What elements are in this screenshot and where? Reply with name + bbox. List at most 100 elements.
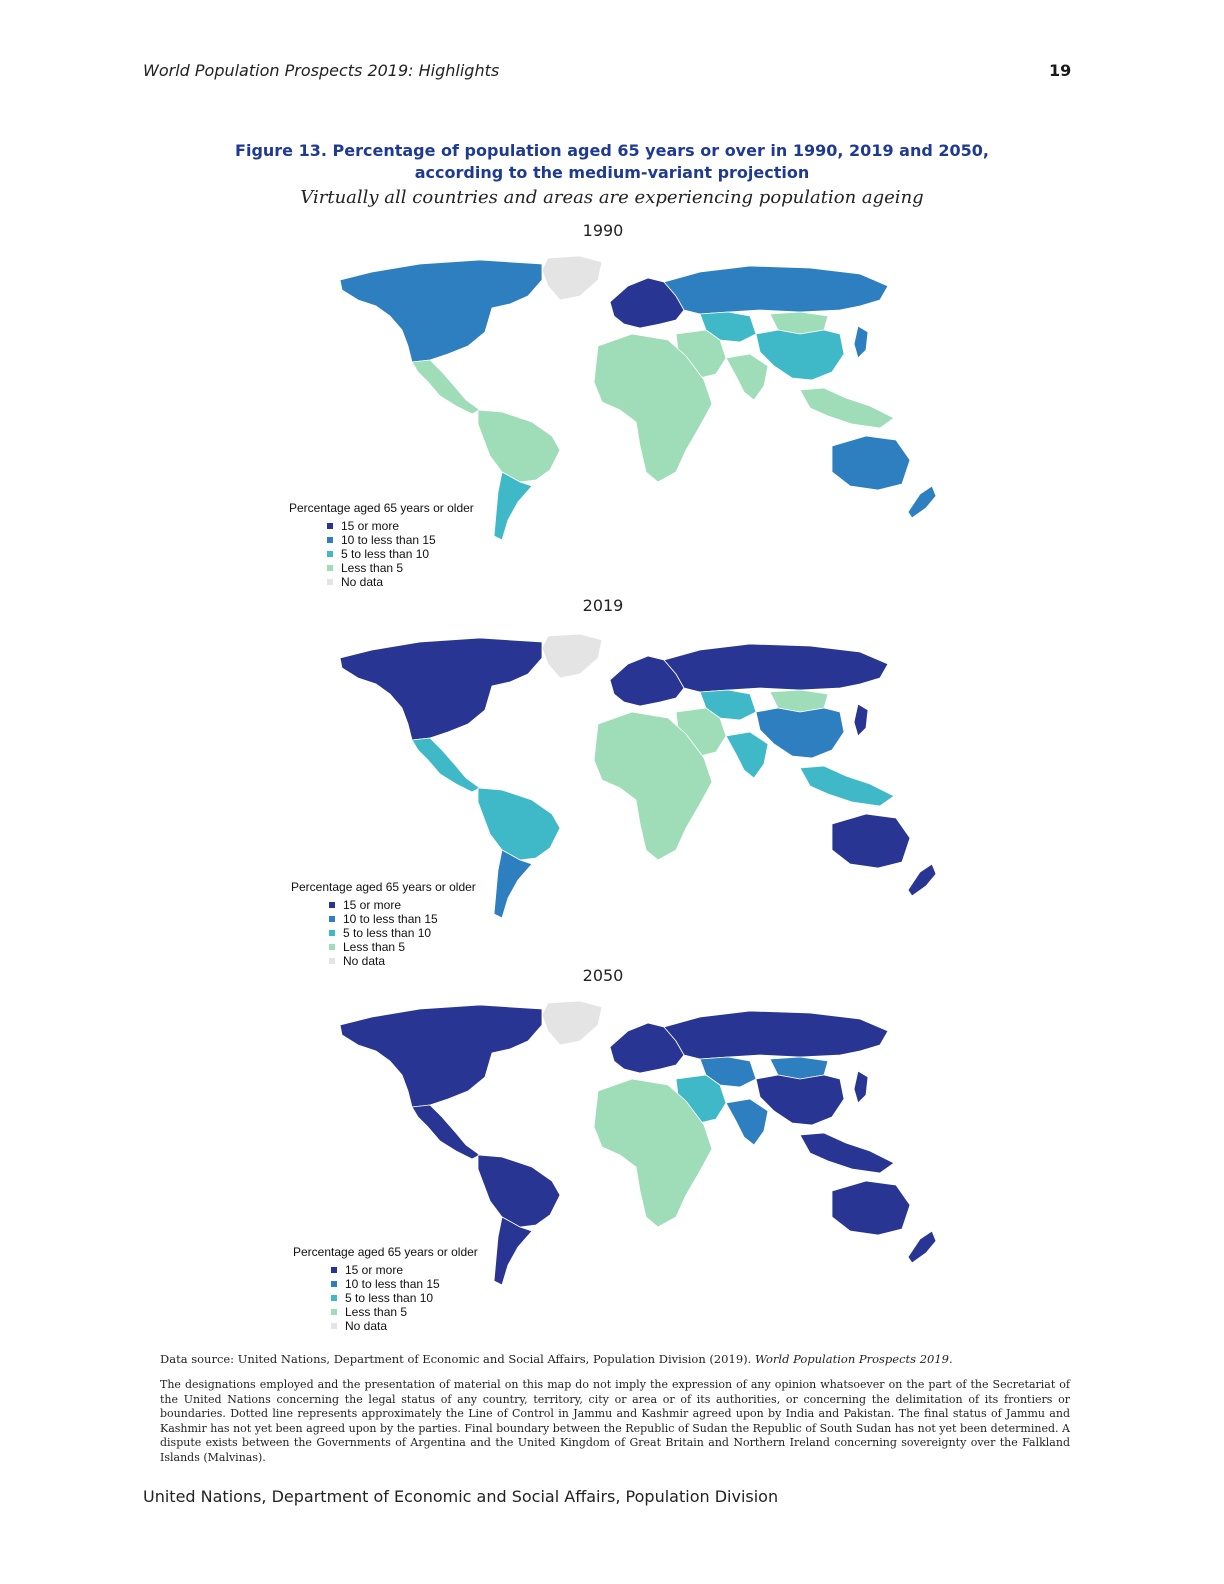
legend-item: Less than 5 [327,561,474,575]
data-source-text: Data source: United Nations, Department … [160,1352,752,1366]
world-map-2019 [280,628,970,928]
region-south-asia [725,353,769,401]
region-russia [663,643,889,693]
region-mexico-central [411,737,481,793]
legend-swatch [331,1323,337,1329]
legend-label: No data [341,575,384,589]
legend-label: 5 to less than 10 [343,926,432,940]
legend-swatch [331,1267,337,1273]
legend-item: 15 or more [327,519,474,533]
legend-label: Less than 5 [341,561,404,575]
region-mexico-central [411,359,481,415]
legend-swatch [331,1295,337,1301]
legend-item: No data [327,575,474,589]
legend-item: 5 to less than 10 [327,547,474,561]
data-source: Data source: United Nations, Department … [160,1352,1070,1366]
region-south-america [477,787,561,861]
page-footer: United Nations, Department of Economic a… [143,1487,779,1506]
region-southeast-asia [799,765,895,807]
figure-subtitle: Virtually all countries and areas are ex… [300,187,924,208]
legend-swatch [331,1281,337,1287]
legend-swatch [327,565,333,571]
region-south-america [477,1154,561,1228]
legend-swatch [329,916,335,922]
figure-title-line2: according to the medium-variant projecti… [414,163,810,182]
legend-label: 10 to less than 15 [345,1277,440,1291]
region-greenland [541,255,603,301]
legend-title: Percentage aged 65 years or older [293,1245,478,1259]
region-china [755,707,845,759]
region-southeast-asia [799,387,895,429]
region-europe [609,1022,685,1074]
legend-item: No data [329,954,476,968]
legend-2019: Percentage aged 65 years or older 15 or … [291,880,476,968]
figure-title-line1: Figure 13. Percentage of population aged… [235,141,989,160]
legend-label: 10 to less than 15 [343,912,438,926]
region-north-america [339,259,543,363]
region-new-zealand [907,863,937,897]
map-year-2050: 2050 [582,966,624,985]
legend-label: 15 or more [345,1263,404,1277]
region-africa [593,333,713,483]
legend-item: No data [331,1319,478,1333]
legend-label: Less than 5 [345,1305,408,1319]
region-australia [831,813,911,869]
legend-swatch [329,958,335,964]
legend-label: 5 to less than 10 [345,1291,434,1305]
legend-label: No data [343,954,386,968]
world-map-2050 [280,995,970,1295]
legend-label: No data [345,1319,388,1333]
figure-title: Figure 13. Percentage of population aged… [0,140,1224,184]
world-map-svg [339,1000,937,1286]
legend-label: 5 to less than 10 [341,547,430,561]
legend-swatch [329,902,335,908]
legend-item: 5 to less than 10 [331,1291,478,1305]
region-japan [853,325,869,359]
region-japan [853,703,869,737]
region-south-america [477,409,561,483]
region-africa [593,1078,713,1228]
region-southern-cone [493,849,533,919]
map-year-2019: 2019 [582,596,624,615]
legend-item: 15 or more [329,898,476,912]
region-new-zealand [907,485,937,519]
legend-label: 10 to less than 15 [341,533,436,547]
legend-item: 10 to less than 15 [331,1277,478,1291]
legend-item: 15 or more [331,1263,478,1277]
region-china [755,329,845,381]
region-greenland [541,1000,603,1046]
region-russia [663,1010,889,1060]
region-south-asia [725,1098,769,1146]
legend-swatch [327,551,333,557]
data-source-publication: World Population Prospects 2019. [754,1352,953,1366]
legend-label: Less than 5 [343,940,406,954]
region-australia [831,1180,911,1236]
region-mexico-central [411,1104,481,1160]
region-china [755,1074,845,1126]
map-disclaimer: The designations employed and the presen… [160,1378,1070,1464]
world-map-1990 [280,250,970,550]
region-europe [609,277,685,329]
region-russia [663,265,889,315]
region-south-asia [725,731,769,779]
region-africa [593,711,713,861]
legend-item: 10 to less than 15 [327,533,474,547]
legend-label: 15 or more [341,519,400,533]
region-greenland [541,633,603,679]
region-japan [853,1070,869,1104]
legend-item: 5 to less than 10 [329,926,476,940]
region-southern-cone [493,1216,533,1286]
region-australia [831,435,911,491]
legend-item: 10 to less than 15 [329,912,476,926]
legend-item: Less than 5 [331,1305,478,1319]
region-southern-cone [493,471,533,541]
legend-item: Less than 5 [329,940,476,954]
legend-title: Percentage aged 65 years or older [289,501,474,515]
region-europe [609,655,685,707]
world-map-svg [339,255,937,541]
legend-swatch [331,1309,337,1315]
region-new-zealand [907,1230,937,1264]
legend-swatch [327,523,333,529]
legend-swatch [327,579,333,585]
region-north-america [339,637,543,741]
